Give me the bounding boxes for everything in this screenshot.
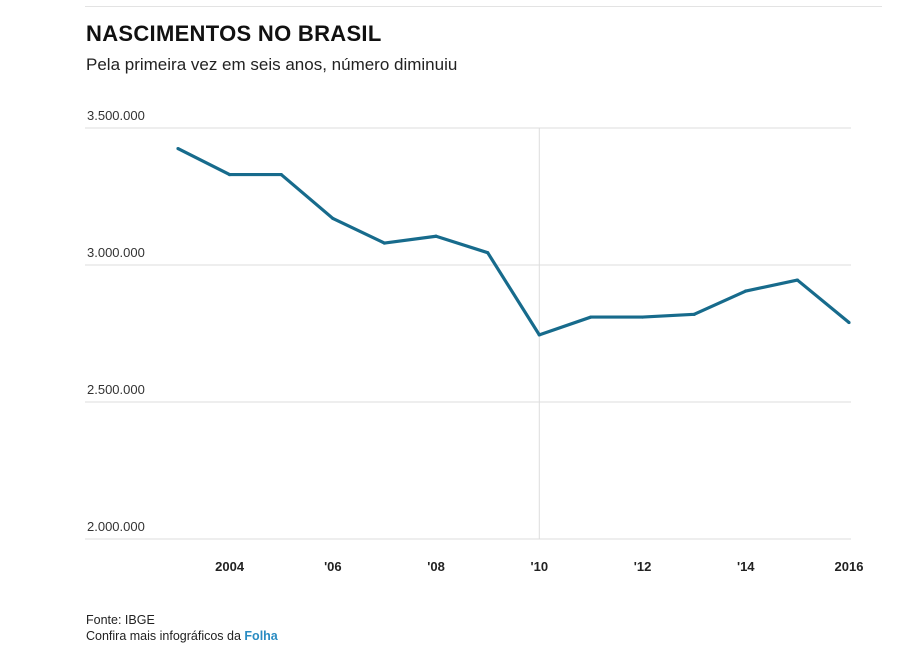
x-tick-label: '06 (324, 559, 342, 574)
x-tick-label: '08 (427, 559, 445, 574)
data-point (847, 320, 851, 325)
data-point (692, 312, 696, 316)
data-point (795, 278, 799, 282)
series-line (177, 147, 851, 337)
data-point (486, 251, 490, 255)
data-point (176, 146, 180, 151)
folha-link[interactable]: Folha (244, 629, 278, 643)
y-tick-label: 2.500.000 (87, 382, 145, 397)
x-tick-label: 2004 (215, 559, 245, 574)
data-point (279, 172, 283, 177)
x-tick-label: '10 (531, 559, 549, 574)
data-point (228, 172, 232, 177)
x-tick-label: 2016 (835, 559, 864, 574)
x-tick-label: '14 (737, 559, 755, 574)
chart-subtitle: Pela primeira vez em seis anos, número d… (86, 55, 458, 74)
data-point (537, 333, 541, 337)
x-tick-label: '12 (634, 559, 652, 574)
more-infographics-text: Confira mais infográficos da (86, 629, 241, 643)
y-tick-label: 3.000.000 (87, 245, 145, 260)
data-point (331, 216, 335, 221)
more-infographics-line: Confira mais infográficos da Folha (86, 628, 278, 644)
data-point (434, 234, 438, 238)
footer: Fonte: IBGE Confira mais infográficos da… (86, 612, 278, 644)
source-note: Fonte: IBGE (86, 613, 155, 627)
data-point (744, 289, 748, 293)
y-tick-label: 3.500.000 (87, 108, 145, 123)
data-point (382, 241, 387, 245)
chart-title: NASCIMENTOS NO BRASIL (86, 21, 382, 46)
top-divider (85, 6, 882, 7)
data-point (589, 315, 593, 319)
y-tick-label: 2.000.000 (87, 519, 145, 534)
data-point (640, 315, 645, 319)
